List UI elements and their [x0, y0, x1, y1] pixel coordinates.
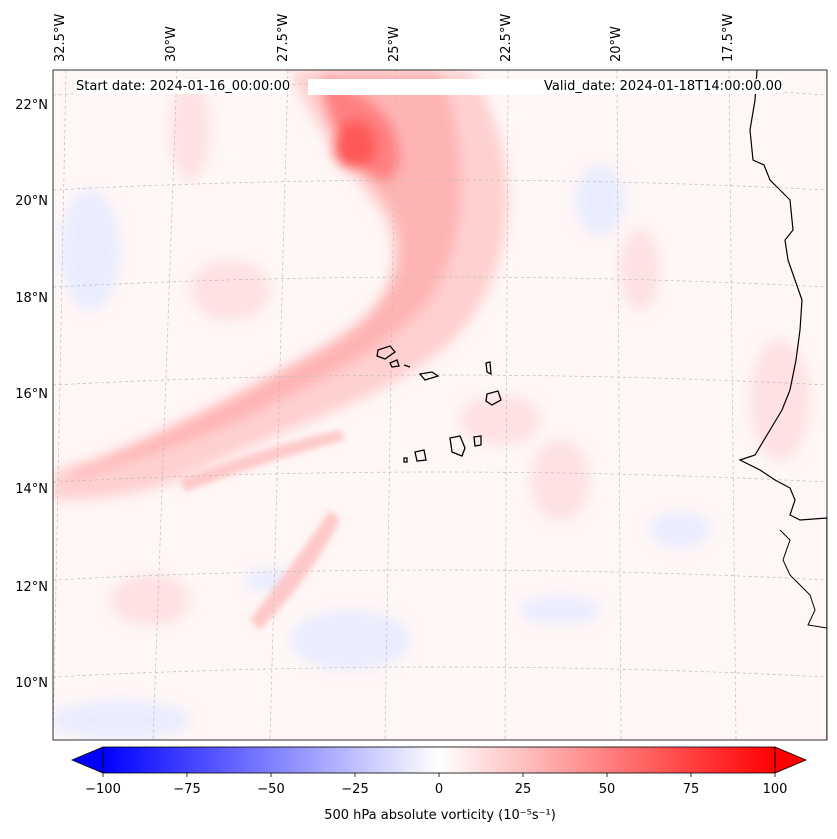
annotation-backdrop: [308, 79, 544, 95]
map-frame: [52, 69, 828, 741]
colorbar-tick: 50: [598, 782, 616, 797]
colorbar-tick: −25: [341, 782, 369, 797]
lat-label: 10°N: [15, 676, 48, 691]
lon-label: 27.5°W: [276, 13, 291, 62]
graticule: [53, 70, 827, 740]
colorbar-tick: 100: [762, 782, 788, 797]
lat-label: 14°N: [15, 482, 48, 497]
valid-date-label: Valid_date: 2024-01-18T14:00:00.00: [544, 79, 783, 94]
colorbar-tick: 0: [434, 782, 444, 797]
lon-label: 22.5°W: [499, 13, 514, 62]
lat-label: 16°N: [15, 387, 48, 402]
colorbar-tick: −50: [257, 782, 285, 797]
vorticity-field: [53, 70, 827, 740]
colorbar-title: 500 hPa absolute vorticity (10⁻⁵s⁻¹): [324, 808, 556, 823]
colorbar-tick: −100: [85, 782, 121, 797]
lon-label: 17.5°W: [721, 13, 736, 62]
colorbar-tick: 75: [682, 782, 700, 797]
lat-label: 22°N: [15, 98, 48, 113]
lon-label: 25°W: [387, 26, 402, 62]
africa-coastline: [738, 70, 827, 740]
lon-label: 30°W: [164, 26, 179, 62]
lat-label: 12°N: [15, 580, 48, 595]
lon-label: 32.5°W: [53, 13, 68, 62]
colorbar-tick: 25: [514, 782, 532, 797]
lat-label: 20°N: [15, 194, 48, 209]
colorbar: [70, 746, 808, 777]
start-date-label: Start date: 2024-01-16_00:00:00: [76, 79, 291, 94]
lat-label: 18°N: [15, 291, 48, 306]
cape-verde-islands: [376, 345, 502, 463]
colorbar-tick: −75: [173, 782, 201, 797]
lon-label: 20°W: [609, 26, 624, 62]
